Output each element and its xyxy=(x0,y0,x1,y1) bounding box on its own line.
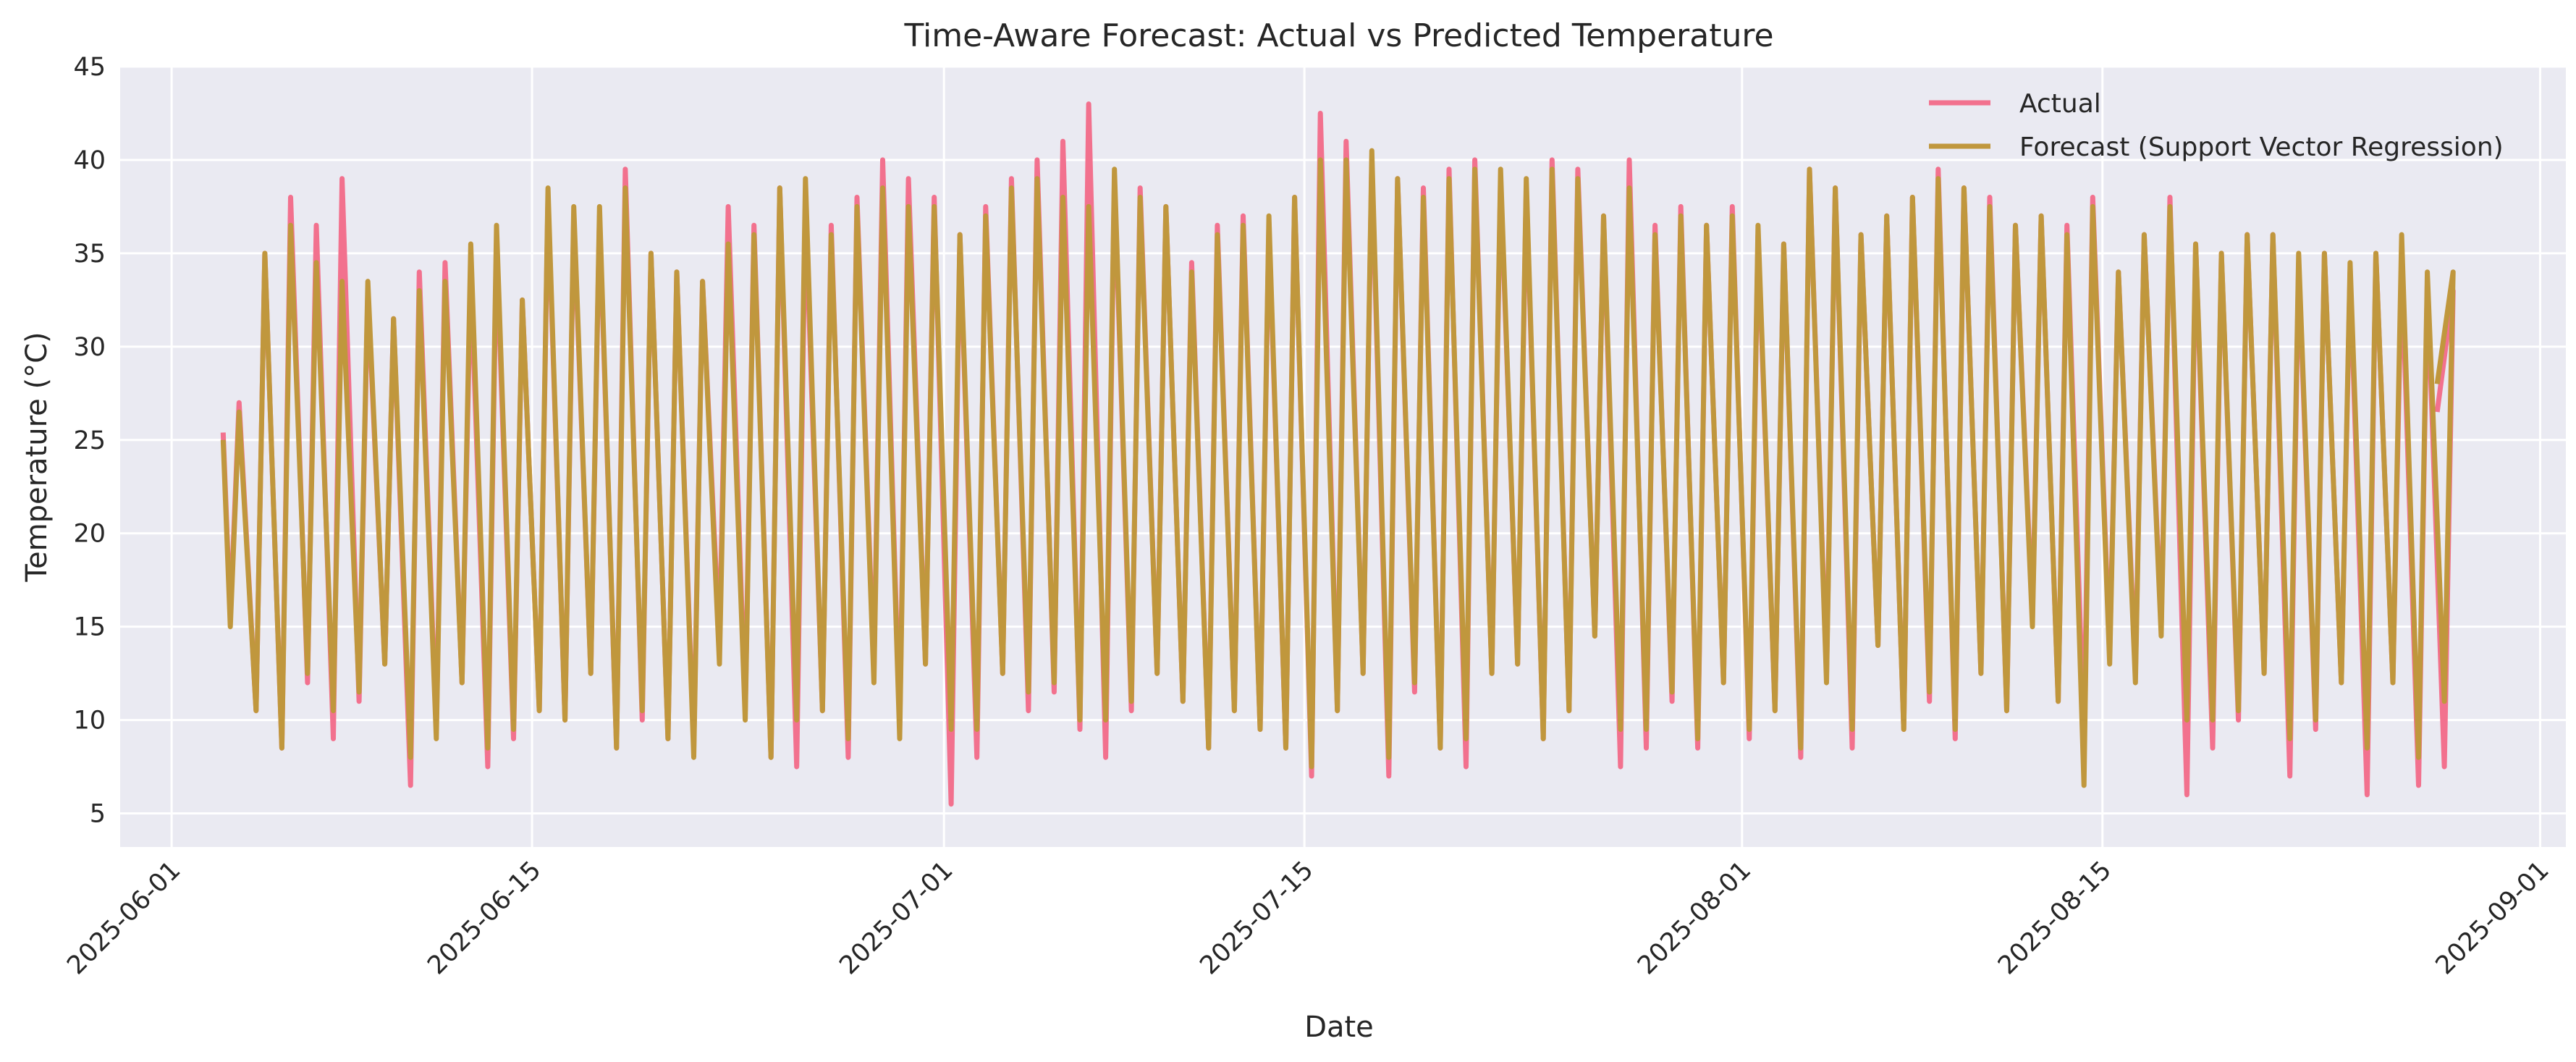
y-tick-label: 40 xyxy=(73,146,106,175)
legend-label-forecast: Forecast (Support Vector Regression) xyxy=(2019,132,2504,162)
y-tick-label: 10 xyxy=(73,707,106,736)
y-tick-label: 20 xyxy=(73,520,106,549)
y-axis-ticks: 5 10 15 20 25 30 35 40 45 xyxy=(73,53,106,829)
x-axis-label: Date xyxy=(1304,1011,1374,1044)
y-tick-label: 25 xyxy=(73,426,106,455)
legend: Actual Forecast (Support Vector Regressi… xyxy=(1929,89,2504,162)
y-tick-label: 30 xyxy=(73,333,106,362)
series-line-forecast xyxy=(220,148,2456,788)
y-tick-label: 15 xyxy=(73,613,106,642)
chart-title: Time-Aware Forecast: Actual vs Predicted… xyxy=(903,17,1773,54)
y-axis-label: Temperature (°C) xyxy=(20,332,54,582)
series-layer xyxy=(220,101,2456,807)
y-tick-label: 5 xyxy=(90,800,106,829)
y-tick-label: 35 xyxy=(73,240,106,269)
legend-label-actual: Actual xyxy=(2019,89,2101,119)
y-tick-label: 45 xyxy=(73,53,106,82)
